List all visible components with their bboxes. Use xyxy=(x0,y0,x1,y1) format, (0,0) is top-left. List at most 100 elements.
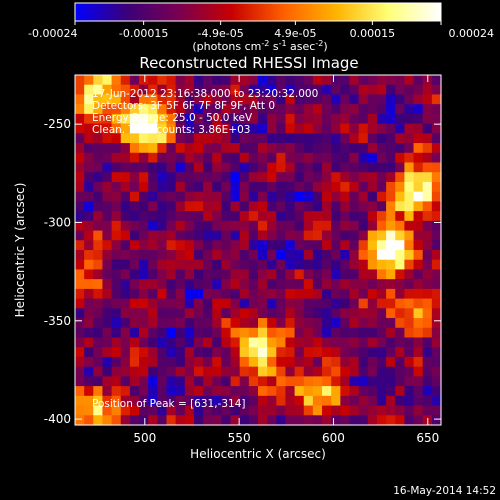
heatmap-pixel xyxy=(120,259,131,271)
heatmap-pixel xyxy=(102,259,113,271)
heatmap-pixel xyxy=(413,415,424,426)
heatmap-pixel xyxy=(139,250,149,261)
heatmap-pixel xyxy=(386,133,396,144)
heatmap-pixel xyxy=(203,201,213,212)
heatmap-pixel xyxy=(331,347,341,358)
heatmap-pixel xyxy=(294,298,305,309)
heatmap-pixel xyxy=(157,250,168,261)
heatmap-pixel xyxy=(93,152,104,164)
heatmap-pixel xyxy=(404,201,415,212)
heatmap-pixel xyxy=(193,240,204,251)
heatmap-pixel xyxy=(422,84,433,96)
heatmap-pixel xyxy=(111,269,122,280)
plot-frame xyxy=(74,74,442,426)
heatmap-pixel xyxy=(212,386,222,397)
heatmap-pixel xyxy=(376,405,387,416)
heatmap-pixel xyxy=(404,123,415,134)
heatmap-pixel xyxy=(139,181,149,193)
heatmap-pixel xyxy=(230,123,241,134)
heatmap-pixel xyxy=(267,288,277,300)
colorbar xyxy=(74,2,442,22)
heatmap-pixel xyxy=(258,181,268,193)
heatmap-pixel xyxy=(349,201,360,212)
heatmap-pixel xyxy=(230,318,241,329)
heatmap-pixel xyxy=(75,298,85,309)
heatmap-pixel xyxy=(386,366,396,377)
heatmap-pixel xyxy=(129,94,140,105)
heatmap-pixel xyxy=(148,415,158,426)
heatmap-pixel xyxy=(431,259,442,271)
heatmap-pixel xyxy=(404,240,415,251)
heatmap-pixel xyxy=(367,337,378,348)
heatmap-pixel xyxy=(120,133,131,144)
heatmap-pixel xyxy=(120,395,131,407)
heatmap-pixel xyxy=(203,75,213,86)
heatmap-pixel xyxy=(148,133,158,144)
heatmap-pixel xyxy=(111,211,122,222)
heatmap-pixel xyxy=(184,230,195,241)
heatmap-pixel xyxy=(248,318,259,329)
heatmap-pixel xyxy=(303,230,314,241)
heatmap-pixel xyxy=(248,356,259,368)
heatmap-pixel xyxy=(431,104,442,115)
heatmap-pixel xyxy=(413,113,424,125)
heatmap-pixel xyxy=(404,269,415,280)
heatmap-pixel xyxy=(322,279,332,290)
heatmap-pixel xyxy=(386,405,396,416)
heatmap-pixel xyxy=(340,133,351,144)
heatmap-pixel xyxy=(386,327,396,339)
heatmap-pixel xyxy=(221,318,232,329)
heatmap-pixel xyxy=(184,337,195,348)
heatmap-pixel xyxy=(267,211,277,222)
heatmap-pixel xyxy=(248,201,259,212)
heatmap-pixel xyxy=(111,104,122,115)
heatmap-pixel xyxy=(212,288,222,300)
heatmap-pixel xyxy=(193,162,204,173)
heatmap-pixel xyxy=(358,347,369,358)
heatmap-pixel xyxy=(193,308,204,319)
heatmap-pixel xyxy=(303,191,314,202)
heatmap-pixel xyxy=(75,113,85,125)
heatmap-pixel xyxy=(395,318,405,329)
heatmap-pixel xyxy=(102,366,113,377)
heatmap-pixel xyxy=(267,123,277,134)
heatmap-pixel xyxy=(139,356,149,368)
heatmap-pixel xyxy=(322,259,332,271)
heatmap-pixel xyxy=(230,347,241,358)
heatmap-pixel xyxy=(395,347,405,358)
heatmap-pixel xyxy=(303,162,314,173)
heatmap-pixel xyxy=(221,298,232,309)
heatmap-pixel xyxy=(84,220,94,232)
heatmap-pixel xyxy=(294,172,305,183)
heatmap-pixel xyxy=(193,376,204,387)
heatmap-pixel xyxy=(239,250,250,261)
heatmap-pixel xyxy=(248,84,259,96)
heatmap-pixel xyxy=(285,94,296,105)
heatmap-pixel xyxy=(386,376,396,387)
heatmap-pixel xyxy=(413,395,424,407)
heatmap-pixel xyxy=(376,240,387,251)
heatmap-pixel xyxy=(358,288,369,300)
heatmap-pixel xyxy=(331,288,341,300)
heatmap-pixel xyxy=(175,386,186,397)
heatmap-pixel xyxy=(340,84,351,96)
heatmap-pixel xyxy=(129,366,140,377)
heatmap-pixel xyxy=(203,269,213,280)
heatmap-pixel xyxy=(395,113,405,125)
heatmap-pixel xyxy=(331,84,341,96)
heatmap-pixel xyxy=(139,395,149,407)
heatmap-pixel xyxy=(431,113,442,125)
heatmap-pixel xyxy=(267,181,277,193)
heatmap-pixel xyxy=(75,327,85,339)
heatmap-pixel xyxy=(84,269,94,280)
heatmap-pixel xyxy=(395,94,405,105)
heatmap-pixel xyxy=(239,133,250,144)
heatmap-pixel xyxy=(230,75,241,86)
heatmap-pixel xyxy=(413,172,424,183)
heatmap-pixel xyxy=(248,104,259,115)
heatmap-pixel xyxy=(322,181,332,193)
heatmap-pixel xyxy=(431,318,442,329)
heatmap-pixel xyxy=(404,405,415,416)
heatmap-pixel xyxy=(367,172,378,183)
heatmap-pixel xyxy=(157,376,168,387)
